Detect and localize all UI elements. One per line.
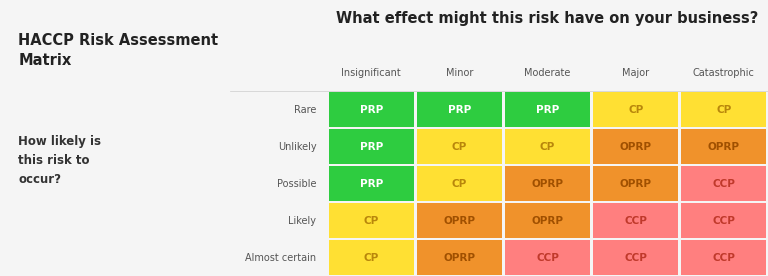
FancyBboxPatch shape [681, 92, 766, 127]
FancyBboxPatch shape [329, 129, 414, 164]
Text: Catastrophic: Catastrophic [693, 68, 755, 78]
Text: Minor: Minor [445, 68, 473, 78]
Text: OPRP: OPRP [531, 179, 564, 189]
FancyBboxPatch shape [329, 203, 414, 238]
FancyBboxPatch shape [681, 129, 766, 164]
Text: OPRP: OPRP [708, 142, 740, 152]
FancyBboxPatch shape [505, 92, 590, 127]
FancyBboxPatch shape [681, 240, 766, 275]
Text: OPRP: OPRP [620, 179, 652, 189]
Text: OPRP: OPRP [531, 216, 564, 225]
FancyBboxPatch shape [505, 240, 590, 275]
Text: Almost certain: Almost certain [245, 253, 316, 262]
Text: PRP: PRP [536, 105, 559, 115]
Text: CCP: CCP [713, 179, 735, 189]
Text: PRP: PRP [359, 142, 383, 152]
Text: What effect might this risk have on your business?: What effect might this risk have on your… [336, 11, 759, 26]
FancyBboxPatch shape [505, 203, 590, 238]
Text: CP: CP [363, 216, 379, 225]
FancyBboxPatch shape [593, 240, 678, 275]
Text: Unlikely: Unlikely [278, 142, 316, 152]
Text: CCP: CCP [713, 216, 735, 225]
Text: Possible: Possible [277, 179, 316, 189]
Text: How likely is
this risk to
occur?: How likely is this risk to occur? [18, 135, 101, 185]
Text: OPRP: OPRP [443, 216, 475, 225]
Text: CP: CP [540, 142, 555, 152]
Text: CP: CP [452, 179, 467, 189]
FancyBboxPatch shape [593, 129, 678, 164]
Text: CCP: CCP [624, 216, 647, 225]
FancyBboxPatch shape [417, 92, 502, 127]
Text: OPRP: OPRP [443, 253, 475, 262]
FancyBboxPatch shape [417, 166, 502, 201]
FancyBboxPatch shape [505, 166, 590, 201]
FancyBboxPatch shape [417, 129, 502, 164]
Text: CP: CP [717, 105, 732, 115]
FancyBboxPatch shape [329, 92, 414, 127]
FancyBboxPatch shape [593, 92, 678, 127]
Text: PRP: PRP [448, 105, 471, 115]
Text: PRP: PRP [359, 179, 383, 189]
Text: Rare: Rare [294, 105, 316, 115]
FancyBboxPatch shape [681, 203, 766, 238]
Text: CCP: CCP [536, 253, 559, 262]
Text: Insignificant: Insignificant [342, 68, 401, 78]
FancyBboxPatch shape [329, 240, 414, 275]
Text: HACCP Risk Assessment
Matrix: HACCP Risk Assessment Matrix [18, 33, 219, 68]
Text: OPRP: OPRP [620, 142, 652, 152]
FancyBboxPatch shape [681, 166, 766, 201]
Text: PRP: PRP [359, 105, 383, 115]
FancyBboxPatch shape [329, 166, 414, 201]
FancyBboxPatch shape [593, 166, 678, 201]
Text: Likely: Likely [289, 216, 316, 225]
FancyBboxPatch shape [417, 203, 502, 238]
FancyBboxPatch shape [417, 240, 502, 275]
FancyBboxPatch shape [505, 129, 590, 164]
Text: CP: CP [452, 142, 467, 152]
Text: Moderate: Moderate [525, 68, 571, 78]
FancyBboxPatch shape [593, 203, 678, 238]
Text: CP: CP [363, 253, 379, 262]
Text: Major: Major [622, 68, 649, 78]
Text: CCP: CCP [624, 253, 647, 262]
Text: CCP: CCP [713, 253, 735, 262]
Text: CP: CP [628, 105, 644, 115]
